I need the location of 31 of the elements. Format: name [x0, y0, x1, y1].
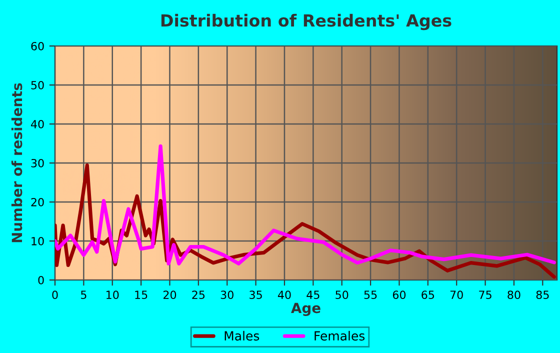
x-axis-title: Age	[291, 302, 320, 316]
x-tick-label: 80	[508, 290, 520, 300]
x-tick-label: 25	[192, 290, 205, 300]
x-tick-label: 40	[278, 290, 291, 300]
y-tick-label: 10	[32, 236, 44, 246]
y-tick-label: 30	[31, 158, 44, 168]
x-tick-label: 50	[336, 290, 348, 300]
x-tick-label: 55	[364, 290, 377, 300]
y-tick-label: 50	[31, 80, 44, 90]
x-tick-label: 65	[422, 290, 434, 300]
legend-label: Males	[224, 330, 260, 341]
y-tick-label: 20	[31, 198, 44, 206]
y-tick-label: 0	[38, 276, 44, 284]
x-tick-label: 75	[479, 290, 492, 300]
x-tick-label: 0	[52, 290, 58, 300]
line-series	[55, 144, 556, 266]
x-tick-label: 5	[81, 290, 86, 300]
x-tick-label: 85	[536, 290, 549, 300]
y-tick-label: 60	[31, 42, 44, 50]
legend-label: Females	[314, 330, 365, 341]
x-tick-label: 30	[220, 290, 234, 300]
x-tick-label: 20	[163, 290, 176, 300]
x-tick-label: 35	[250, 290, 262, 300]
y-tick-label: 40	[30, 120, 44, 128]
x-tick-label: 15	[135, 290, 148, 300]
chart-title: Distribution of Residents' Ages	[161, 14, 452, 30]
x-tick-label: 60	[392, 290, 406, 300]
x-tick-label: 10	[106, 290, 119, 300]
y-axis-title: Number of residents	[11, 83, 22, 242]
x-tick-label: 70	[450, 290, 463, 300]
x-tick-label: 45	[306, 290, 320, 300]
